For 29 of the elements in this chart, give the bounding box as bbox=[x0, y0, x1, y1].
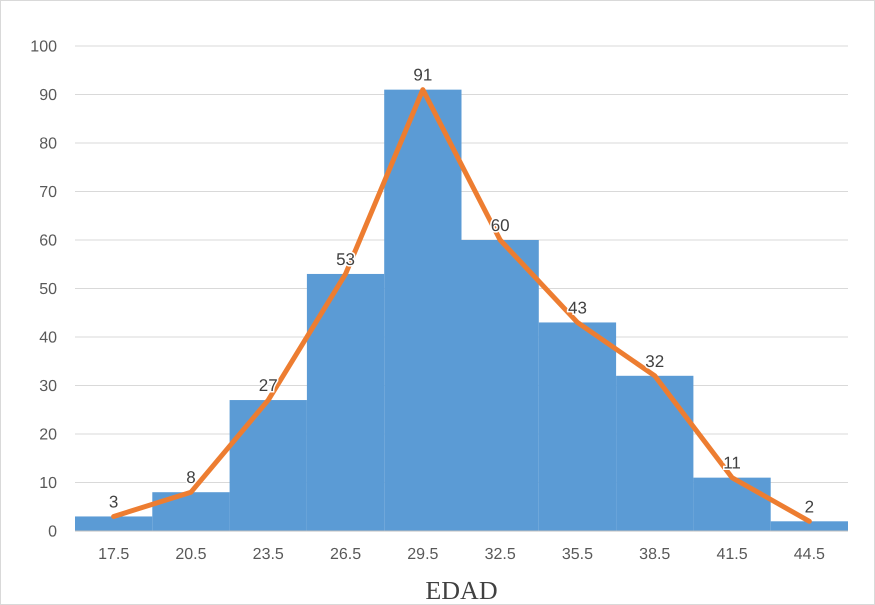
x-tick-label: 44.5 bbox=[794, 546, 826, 563]
x-tick-label: 38.5 bbox=[639, 546, 670, 563]
x-tick-label: 23.5 bbox=[252, 546, 284, 563]
y-tick-label: 60 bbox=[39, 232, 58, 250]
y-tick-label: 100 bbox=[30, 38, 58, 56]
data-label: 8 bbox=[186, 468, 196, 488]
data-label: 32 bbox=[645, 352, 664, 371]
x-tick-label: 32.5 bbox=[484, 546, 516, 563]
y-tick-label: 30 bbox=[39, 378, 58, 396]
y-tick-label: 0 bbox=[48, 524, 58, 541]
y-tick-label: 50 bbox=[39, 281, 58, 298]
x-tick-label: 35.5 bbox=[562, 546, 594, 563]
x-axis-title: EDAD bbox=[425, 576, 498, 605]
data-label: 43 bbox=[568, 298, 587, 318]
x-tick-label: 20.5 bbox=[175, 546, 207, 563]
y-tick-label: 70 bbox=[39, 184, 58, 202]
data-label: 91 bbox=[413, 66, 432, 85]
x-tick-label: 17.5 bbox=[98, 546, 130, 563]
data-label: 11 bbox=[723, 454, 741, 473]
data-label: 2 bbox=[804, 497, 814, 516]
y-tick-label: 90 bbox=[39, 87, 58, 104]
x-tick-label: 26.5 bbox=[330, 546, 362, 563]
x-tick-label: 41.5 bbox=[716, 546, 748, 563]
data-label: 3 bbox=[108, 492, 118, 512]
y-tick-label: 20 bbox=[39, 426, 58, 444]
y-tick-label: 10 bbox=[39, 475, 58, 492]
y-tick-label: 80 bbox=[39, 136, 58, 153]
y-tick-label: 40 bbox=[39, 330, 58, 347]
x-tick-label: 29.5 bbox=[407, 546, 439, 563]
